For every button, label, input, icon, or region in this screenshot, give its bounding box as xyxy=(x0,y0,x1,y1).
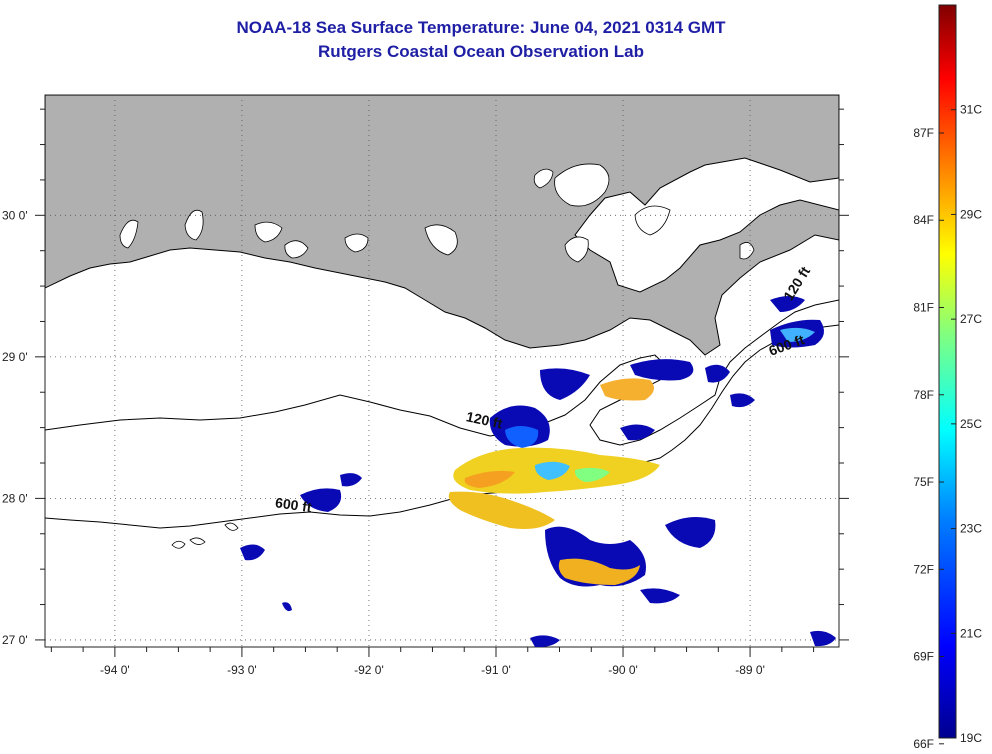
sst-patch-cold xyxy=(810,630,836,647)
map-title: NOAA-18 Sea Surface Temperature: June 04… xyxy=(236,18,726,37)
lake xyxy=(554,163,610,207)
lon-tick-label: -90 0' xyxy=(608,663,638,677)
depth-contour-600ft xyxy=(189,537,206,545)
depth-contour-600ft xyxy=(171,540,186,549)
lake xyxy=(424,224,458,256)
celsius-label: 31C xyxy=(960,103,982,117)
lake xyxy=(184,209,204,241)
celsius-label: 29C xyxy=(960,207,982,221)
depth-contour-label: 600 ft xyxy=(274,494,313,515)
sst-patch-cold xyxy=(640,588,680,604)
sst-patch-cold xyxy=(705,364,730,383)
lake xyxy=(564,236,589,263)
lon-tick-label: -93 0' xyxy=(227,663,257,677)
celsius-label: 21C xyxy=(960,626,982,640)
sst-patch-cold xyxy=(505,426,539,448)
lat-tick-label: 29 0' xyxy=(2,350,28,364)
sst-patch-cold xyxy=(530,635,560,647)
lat-tick-label: 28 0' xyxy=(2,491,28,505)
fahrenheit-label: 69F xyxy=(913,650,934,664)
lake xyxy=(119,219,139,249)
sst-patch-warm xyxy=(464,470,515,488)
lat-tick-label: 27 0' xyxy=(2,633,28,647)
lon-tick-label: -92 0' xyxy=(354,663,384,677)
lake xyxy=(533,168,554,189)
lake xyxy=(344,233,369,253)
sst-patch-cold xyxy=(665,516,716,548)
sst-patch-warm xyxy=(558,558,640,585)
colorbar xyxy=(938,4,957,739)
sst-patch-cold xyxy=(282,602,292,612)
sst-patch-cold xyxy=(240,544,265,561)
fahrenheit-label: 66F xyxy=(913,737,934,751)
lon-tick-label: -89 0' xyxy=(735,663,765,677)
depth-contour-label: 120 ft xyxy=(465,408,504,431)
fahrenheit-label: 84F xyxy=(913,213,934,227)
sst-patch-cold xyxy=(540,368,590,400)
map-subtitle: Rutgers Coastal Ocean Observation Lab xyxy=(318,42,644,61)
fahrenheit-label: 87F xyxy=(913,126,934,140)
sst-patch-cold xyxy=(730,393,755,408)
celsius-label: 27C xyxy=(960,312,982,326)
lake xyxy=(254,221,283,243)
lat-tick-label: 30 0' xyxy=(2,208,28,222)
fahrenheit-label: 81F xyxy=(913,301,934,315)
sst-patch-cold xyxy=(630,359,694,381)
sst-patch-warm xyxy=(448,491,555,529)
celsius-label: 25C xyxy=(960,417,982,431)
celsius-label: 23C xyxy=(960,522,982,536)
sst-patch-mid xyxy=(780,327,815,342)
sst-data-layer xyxy=(240,296,836,647)
celsius-label: 19C xyxy=(960,731,982,745)
lake xyxy=(634,205,671,236)
depth-contour-600ft xyxy=(224,522,239,531)
sst-patch-mid xyxy=(534,461,570,480)
fahrenheit-label: 75F xyxy=(913,475,934,489)
lon-tick-label: -91 0' xyxy=(481,663,511,677)
fahrenheit-label: 72F xyxy=(913,562,934,576)
sst-patch-cold xyxy=(620,424,655,441)
sst-patch-warm xyxy=(600,378,654,401)
lon-tick-label: -94 0' xyxy=(100,663,130,677)
lake xyxy=(739,242,755,260)
sst-patch-cold xyxy=(340,473,362,487)
fahrenheit-label: 78F xyxy=(913,388,934,402)
sst-patch-cold xyxy=(300,488,342,512)
sst-patch-mid xyxy=(574,467,610,482)
lake xyxy=(284,240,309,259)
sst-patch-cold xyxy=(770,296,805,312)
